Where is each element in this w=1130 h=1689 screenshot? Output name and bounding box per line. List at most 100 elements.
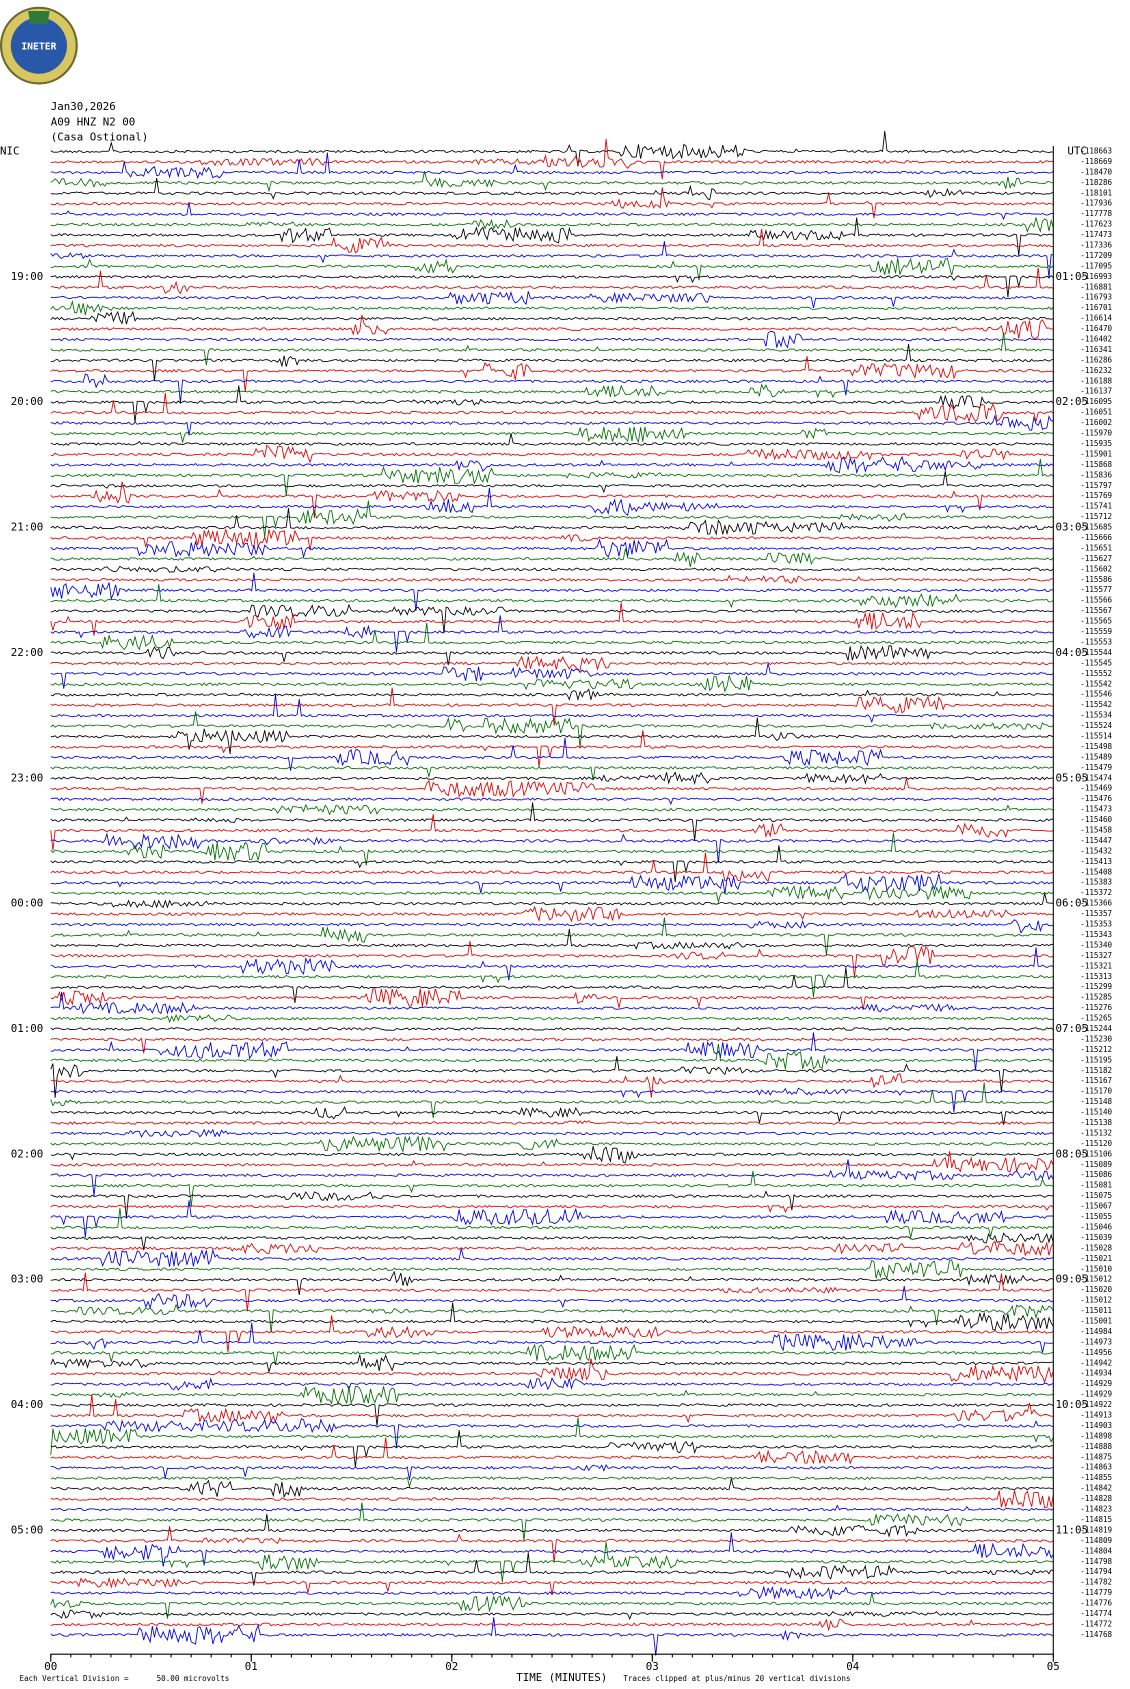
trace-offset: -118663 (1080, 146, 1112, 155)
trace-offset: -116002 (1080, 418, 1112, 427)
trace-offset: -115086 (1080, 1170, 1112, 1179)
left-zone: NIC (0, 144, 20, 157)
trace (50, 1120, 1054, 1125)
trace-offset: -115797 (1080, 481, 1112, 490)
trace (50, 771, 1054, 786)
trace-offset: -115343 (1080, 930, 1112, 939)
trace (50, 1082, 1054, 1118)
right-hour: 07:05 (1055, 1022, 1088, 1035)
trace-offset: -115651 (1080, 543, 1112, 552)
trace (50, 717, 1054, 755)
trace (50, 1490, 1054, 1509)
trace (50, 1418, 1054, 1448)
trace-offset: -114863 (1080, 1463, 1112, 1472)
trace (50, 845, 1054, 883)
division-value: 50.00 microvolts (157, 1674, 230, 1683)
traces (50, 130, 1054, 1656)
trace-offset: -116095 (1080, 397, 1112, 406)
trace-offset: -114855 (1080, 1473, 1112, 1482)
left-hour: 05:00 (11, 1523, 44, 1536)
left-hour: 20:00 (11, 395, 44, 408)
trace-offset: -115577 (1080, 585, 1112, 594)
trace-offset: -115244 (1080, 1024, 1112, 1033)
trace (50, 1476, 1054, 1489)
trace-offset: -114913 (1080, 1411, 1112, 1420)
trace-offset: -115534 (1080, 711, 1112, 720)
trace-offset: -115559 (1080, 627, 1112, 636)
trace (50, 241, 1054, 278)
trace (50, 455, 1054, 475)
trace-offset: -115627 (1080, 554, 1112, 563)
trace-offset: -118669 (1080, 157, 1112, 166)
trace-offset: -114875 (1080, 1452, 1112, 1461)
trace-offset: -118470 (1080, 167, 1112, 176)
trace (50, 765, 1054, 781)
trace-offset: -115476 (1080, 794, 1112, 803)
trace (50, 1259, 1054, 1280)
trace-offset: -115553 (1080, 637, 1112, 646)
trace-offset: -114815 (1080, 1515, 1112, 1524)
trace (50, 919, 1054, 934)
trace (50, 1358, 1054, 1384)
trace-offset: -114798 (1080, 1557, 1112, 1566)
trace-offset: -115769 (1080, 491, 1112, 500)
trace (50, 644, 1054, 666)
trace-offset: -115321 (1080, 961, 1112, 970)
trace-offset: -115012 (1080, 1275, 1112, 1284)
trace (50, 130, 1054, 167)
trace (50, 331, 1054, 349)
division-label: Each Vertical Division = (19, 1674, 129, 1683)
trace-offset: -115372 (1080, 888, 1112, 897)
trace (50, 947, 1054, 981)
left-hour: 04:00 (11, 1398, 44, 1411)
right-hour: 01:05 (1055, 270, 1088, 283)
trace-offset: -114842 (1080, 1484, 1112, 1493)
logo: INETER (0, 6, 78, 85)
trace (50, 1541, 1054, 1583)
trace (50, 1478, 1054, 1499)
trace (50, 797, 1054, 806)
trace-offset: -115167 (1080, 1076, 1112, 1085)
trace-offset: -115120 (1080, 1139, 1112, 1148)
trace (50, 1552, 1054, 1586)
trace-offset: -116341 (1080, 345, 1112, 354)
trace-offset: -115067 (1080, 1202, 1112, 1211)
trace (50, 673, 1054, 693)
trace-offset: -115195 (1080, 1055, 1112, 1064)
trace-offset: -116614 (1080, 314, 1112, 323)
trace (50, 814, 1054, 851)
trace (50, 1272, 1054, 1311)
trace-offset: -115565 (1080, 617, 1112, 626)
right-hour: 11:05 (1055, 1523, 1088, 1536)
trace (50, 1585, 1054, 1600)
trace (50, 967, 1054, 1004)
trace-offset: -114768 (1080, 1630, 1112, 1639)
trace (50, 960, 1054, 998)
trace-offset: -115212 (1080, 1045, 1112, 1054)
trace (50, 1146, 1054, 1164)
labels: -118663 -118669-118470 -118286-118101 -1179… (11, 146, 1113, 1673)
trace (50, 602, 1054, 636)
trace (50, 737, 1054, 771)
trace (50, 310, 1054, 325)
trace (50, 1502, 1054, 1541)
x-tick-label: 01 (245, 1660, 258, 1673)
trace (50, 730, 1054, 768)
trace (50, 1073, 1054, 1098)
trace (50, 1190, 1054, 1218)
trace-offset: -115460 (1080, 815, 1112, 824)
trace-offset: -114929 (1080, 1390, 1112, 1399)
right-hour: 06:05 (1055, 897, 1088, 910)
right-hour: 05:05 (1055, 771, 1088, 784)
trace-offset: -115586 (1080, 575, 1112, 584)
trace-offset: -115230 (1080, 1034, 1112, 1043)
trace (50, 314, 1054, 339)
right-hour: 10:05 (1055, 1398, 1088, 1411)
logo-globe (10, 17, 67, 74)
trace (50, 177, 1054, 201)
trace (50, 832, 1054, 866)
trace (50, 1430, 1054, 1468)
trace-offset: -116232 (1080, 366, 1112, 375)
trace (50, 202, 1054, 221)
trace-offset: -117336 (1080, 241, 1112, 250)
